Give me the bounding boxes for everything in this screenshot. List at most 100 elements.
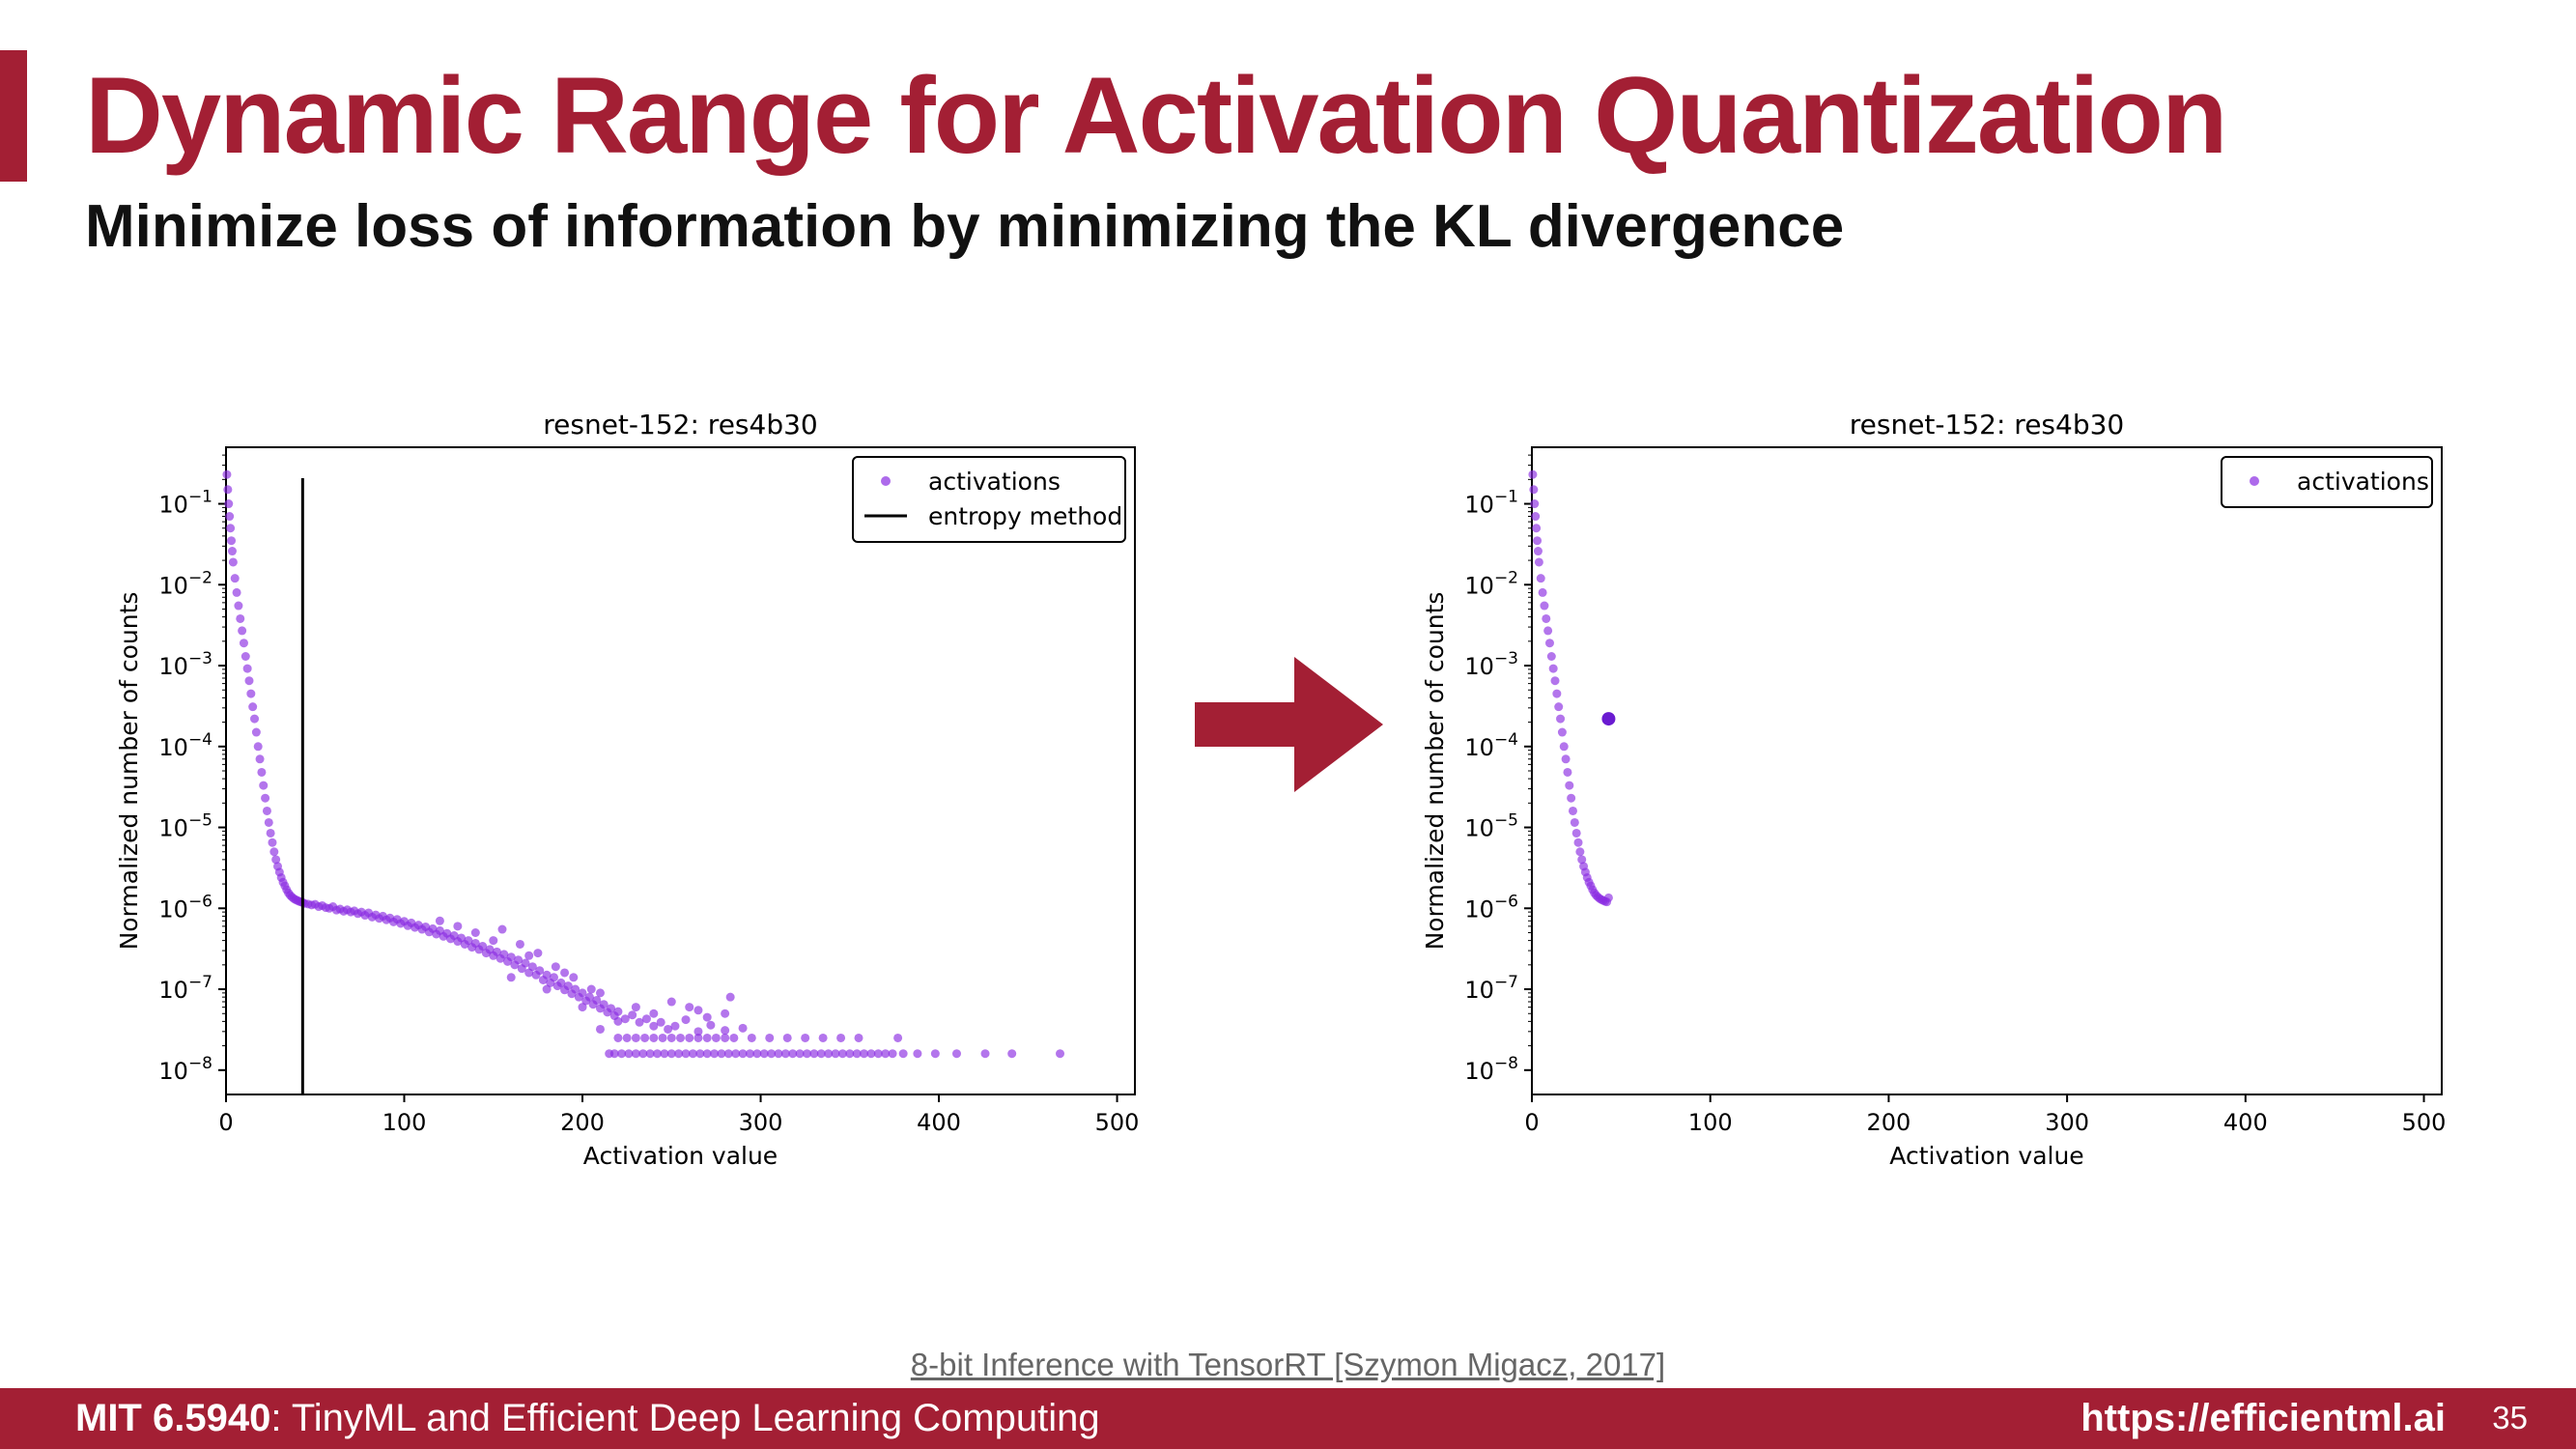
data-point [1556,714,1566,724]
data-point [560,968,570,978]
data-point [649,1033,659,1042]
y-tick-label: 10−4 [158,730,212,761]
data-point [836,1033,846,1042]
y-tick-label: 10−1 [158,488,212,519]
y-tick-label: 10−5 [158,811,212,842]
y-tick-label: 10−8 [1464,1054,1518,1085]
data-point [809,1049,819,1059]
data-point [725,992,735,1002]
y-tick-label: 10−2 [158,568,212,599]
title-accent-bar [0,50,27,182]
footer-course: MIT 6.5940: TinyML and Efficient Deep Le… [75,1397,1100,1440]
data-point [1544,639,1554,648]
citation-link[interactable]: 8-bit Inference with TensorRT [Szymon Mi… [910,1347,1666,1382]
data-point [453,922,463,931]
data-point [898,1049,908,1059]
data-point [767,1049,777,1059]
page-number: 35 [2492,1400,2528,1435]
data-point [888,1049,897,1059]
data-point [242,664,252,673]
data-point [234,601,243,611]
data-point [542,984,552,994]
x-axis-label: Activation value [583,1142,778,1170]
data-point [702,1033,712,1042]
data-point [470,928,480,937]
x-tick-label: 500 [1095,1109,1140,1136]
data-point [788,1049,798,1059]
data-point [605,1049,614,1059]
data-point [269,847,279,857]
legend-box [2221,456,2433,508]
data-point [1570,817,1579,827]
data-point [702,1012,712,1022]
data-point [852,1049,862,1059]
legend-marker-activations [881,476,891,486]
data-point [913,1049,922,1059]
data-point [1573,838,1583,847]
data-point [774,1049,783,1059]
x-tick-label: 300 [2045,1109,2089,1136]
data-point [521,958,530,968]
data-point [666,1049,676,1059]
data-point [535,966,545,976]
data-point [227,536,237,546]
data-point [694,1033,703,1042]
data-point [222,469,232,479]
y-tick-label: 10−3 [158,649,212,680]
footer-url[interactable]: https://efficientml.ai [2081,1397,2446,1439]
data-point [706,1020,716,1030]
data-point [631,1033,640,1042]
data-point [666,1033,676,1042]
data-point [881,1049,891,1059]
data-point [246,689,256,698]
data-point [1542,613,1551,623]
data-point [478,942,488,952]
data-point [860,1049,869,1059]
footer-course-code: MIT 6.5940 [75,1397,271,1439]
data-point [266,828,275,838]
data-point [551,962,560,972]
data-point [688,1049,697,1059]
data-point [226,524,236,533]
data-point [711,1033,721,1042]
page-subtitle: Minimize loss of information by minimizi… [85,193,1845,260]
data-point [723,1049,733,1059]
data-point [1575,847,1585,857]
data-point [1530,499,1540,509]
data-point [816,1049,826,1059]
data-point [795,1049,805,1059]
x-tick-label: 400 [917,1109,961,1136]
data-point [780,1049,790,1059]
plot-frame [1531,446,2443,1095]
data-point [223,485,233,495]
chart-before: resnet-152: res4b30 0 100 200 300 400 500 10−1 1… [115,409,1140,1170]
y-tick-label: 10−5 [1464,811,1518,842]
data-point [831,1049,840,1059]
data-point [653,1049,663,1059]
data-point [670,1021,680,1031]
data-point [1533,536,1543,546]
data-point [649,1009,659,1018]
data-point [262,806,271,815]
data-point [660,1049,669,1059]
y-axis-label: Normalized number of counts [1421,592,1449,951]
data-point [930,1049,940,1059]
data-point [866,1049,876,1059]
data-point [747,1033,756,1042]
chart-title: resnet-152: res4b30 [543,409,817,440]
data-point [228,557,238,567]
data-point [638,1049,648,1059]
data-point [1550,676,1560,686]
data-point [264,817,273,827]
data-point [854,1033,863,1042]
data-point [617,1049,627,1059]
data-point [782,1033,792,1042]
x-tick-label: 0 [1524,1109,1539,1136]
data-point [685,1003,694,1012]
data-point [259,781,269,790]
data-point [578,1003,587,1012]
data-point [569,973,579,982]
data-point [533,949,543,958]
data-point [241,651,250,661]
data-point [674,1049,684,1059]
